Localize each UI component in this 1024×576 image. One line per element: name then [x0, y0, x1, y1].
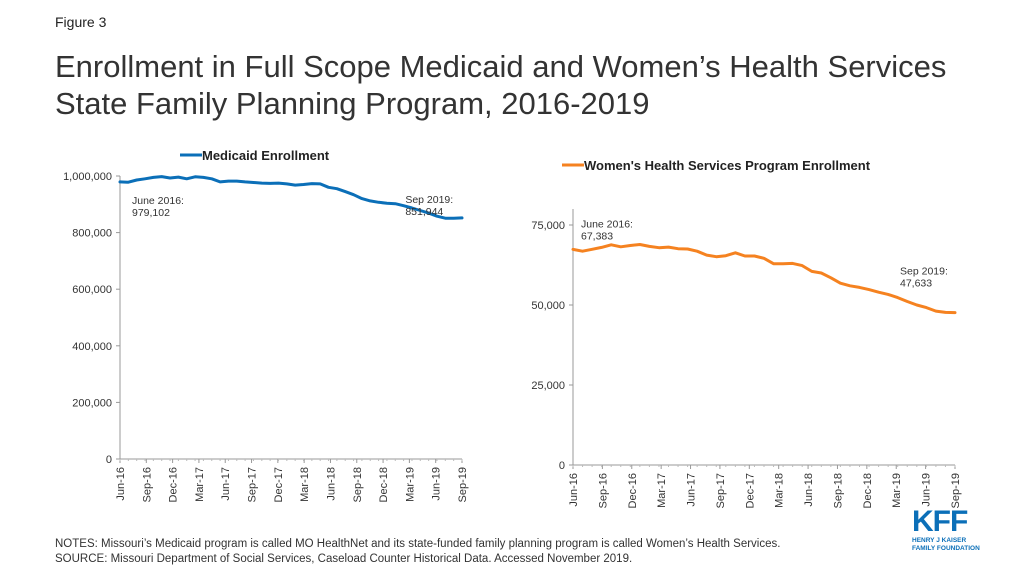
chart1-y-tick-label: 200,000 — [72, 397, 112, 409]
chart1-x-tick-label: Sep-16 — [141, 467, 153, 502]
chart1-x-tick-label: Sep-18 — [352, 467, 364, 502]
chart1-y-tick-label: 600,000 — [72, 284, 112, 296]
chart1-data-label-line: June 2016: — [132, 195, 184, 207]
chart2-x-tick-label: Sep-19 — [950, 473, 962, 508]
chart1-x-tick-label: Sep-17 — [247, 467, 259, 502]
page-title: Enrollment in Full Scope Medicaid and Wo… — [55, 49, 947, 121]
chart1-data-label-line: 979,102 — [132, 207, 170, 219]
chart1-x-tick-label: Jun-16 — [115, 467, 127, 501]
chart2-x-tick-label: Jun-17 — [686, 473, 698, 507]
chart1-data-label: Sep 2019: 851,944 — [405, 194, 453, 218]
chart2-y-tick-label: 50,000 — [531, 300, 565, 312]
chart1-x-tick-label: Jun-19 — [431, 467, 443, 501]
figure-label: Figure 3 — [55, 14, 107, 30]
chart2-data-label: June 2016: 67,383 — [581, 218, 633, 242]
chart2-y-tick-label: 25,000 — [531, 380, 565, 392]
logo-line2: FAMILY FOUNDATION — [912, 545, 980, 552]
chart1-x-tick-label: Mar-18 — [299, 467, 311, 502]
chart1-x-tick-label: Mar-17 — [194, 467, 206, 502]
logo-line1: HENRY J KAISER — [912, 537, 967, 544]
chart2-x-tick-label: Mar-18 — [774, 473, 786, 508]
chart2-x-tick-label: Sep-16 — [597, 473, 609, 508]
chart2-data-label-line: June 2016: — [581, 218, 633, 230]
chart2-data-label-line: Sep 2019: — [900, 266, 948, 278]
chart1-x-tick-label: Mar-19 — [404, 467, 416, 502]
chart1-y-tick-label: 0 — [106, 454, 112, 466]
chart2-x-tick-label: Mar-19 — [891, 473, 903, 508]
chart2-data-label-line: 67,383 — [581, 230, 613, 242]
chart2-data-label: Sep 2019: 47,633 — [900, 266, 948, 290]
chart1-series-line — [118, 175, 464, 220]
chart2-series-line — [571, 243, 957, 315]
chart2-x-tick-label: Dec-17 — [744, 473, 756, 508]
chart1-x-tick-label: Jun-18 — [325, 467, 337, 501]
notes: NOTES: Missouri’s Medicaid program is ca… — [55, 537, 780, 567]
chart1-y-tick-label: 400,000 — [72, 341, 112, 353]
chart2-x-tick-label: Dec-16 — [627, 473, 639, 508]
chart1-x-tick-label: Dec-18 — [378, 467, 390, 502]
chart1-x-tick-label: Jun-17 — [220, 467, 232, 501]
chart2-x-tick-label: Sep-17 — [715, 473, 727, 508]
notes-line: NOTES: Missouri’s Medicaid program is ca… — [55, 538, 781, 550]
chart2-data-label-line: 47,633 — [900, 278, 932, 290]
chart1-legend-label: Medicaid Enrollment — [202, 148, 330, 163]
chart2-y-tick-label: 0 — [559, 460, 565, 472]
chart1-y-tick-label: 1,000,000 — [63, 171, 112, 183]
chart1-data-label: June 2016: 979,102 — [132, 195, 184, 219]
chart2-x-tick-label: Sep-18 — [832, 473, 844, 508]
chart2-legend-label: Women's Health Services Program Enrollme… — [584, 158, 871, 173]
chart1-x-tick-label: Dec-16 — [168, 467, 180, 502]
chart2-y-tick-label: 75,000 — [531, 220, 565, 232]
chart2-x-tick-label: Dec-18 — [862, 473, 874, 508]
chart1-y-tick-label: 800,000 — [72, 228, 112, 240]
chart2-x-tick-label: Mar-17 — [656, 473, 668, 508]
kff-logo: KFF HENRY J KAISER FAMILY FOUNDATION — [912, 507, 992, 559]
chart2-x-tick-label: Jun-18 — [803, 473, 815, 507]
chart2-x-tick-label: Jun-16 — [568, 473, 580, 507]
chart2-x-tick-label: Jun-19 — [921, 473, 933, 507]
source-line: SOURCE: Missouri Department of Social Se… — [55, 553, 633, 565]
chart1-x-tick-label: Dec-17 — [273, 467, 285, 502]
logo-mark: KFF — [912, 505, 968, 538]
chart1-x-tick-label: Sep-19 — [457, 467, 469, 502]
chart1-data-label-line: Sep 2019: — [405, 194, 453, 206]
chart1-data-label-line: 851,944 — [405, 206, 443, 218]
